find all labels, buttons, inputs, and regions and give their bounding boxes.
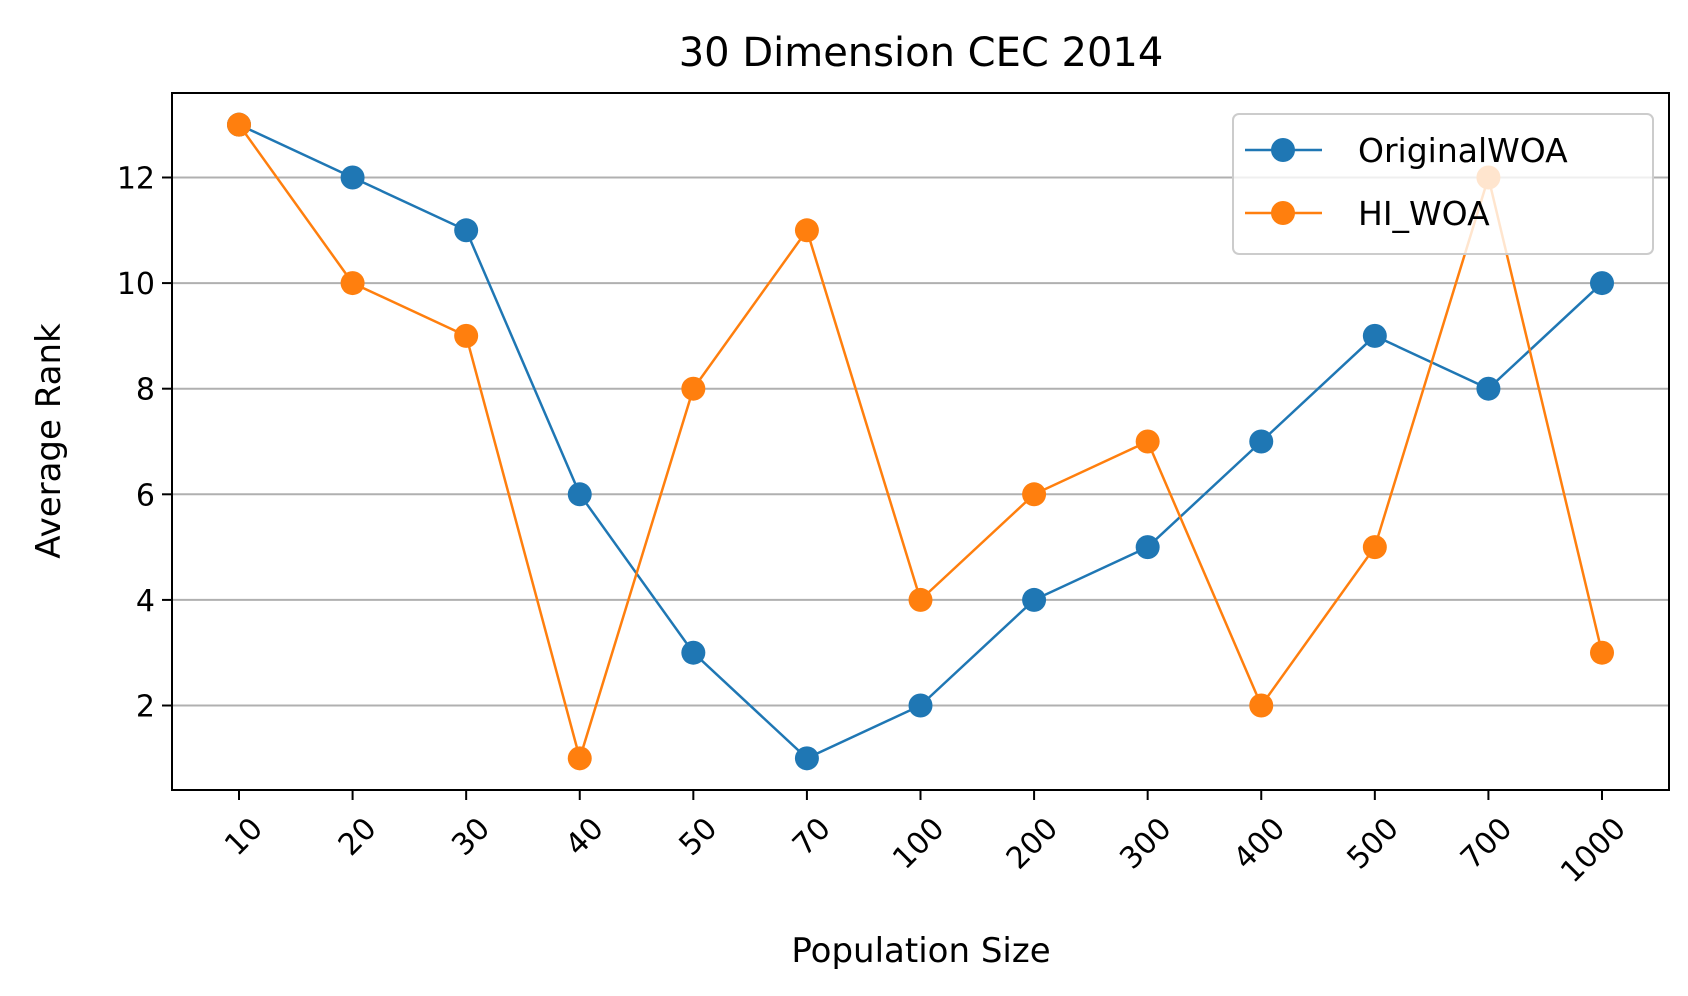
- x-tick-label: 400: [1227, 811, 1292, 876]
- data-point: [567, 482, 592, 507]
- data-point: [908, 693, 933, 718]
- x-tick-label: 50: [673, 811, 725, 863]
- series-layer: [227, 112, 1614, 771]
- data-point: [1362, 323, 1387, 348]
- x-tick-label: 40: [559, 811, 611, 863]
- data-point: [1590, 640, 1614, 665]
- data-point: [794, 746, 819, 771]
- legend: OriginalWOA HI_WOA: [1232, 113, 1654, 255]
- data-point: [227, 112, 251, 137]
- data-point: [1135, 429, 1160, 454]
- data-point: [681, 640, 706, 665]
- x-tick-label: 300: [1113, 811, 1178, 876]
- data-point: [794, 218, 819, 243]
- y-tick-label: 8: [136, 373, 155, 408]
- y-tick-label: 10: [117, 267, 155, 302]
- data-point: [908, 587, 933, 612]
- x-axis: 10 20 30 40 50 70 100 200 300 400 500 700 1000: [218, 790, 1633, 890]
- data-point: [1249, 693, 1274, 718]
- x-tick-label: 30: [445, 811, 497, 863]
- x-tick-label: 70: [786, 811, 838, 863]
- data-point: [1135, 535, 1160, 560]
- legend-marker: [1271, 201, 1295, 225]
- legend-box: [1232, 113, 1654, 255]
- grid-layer: [172, 176, 1669, 707]
- x-axis-label: Population Size: [791, 931, 1050, 971]
- y-axis: 2 4 6 8 10 12: [117, 161, 172, 725]
- legend-label: HI_WOA: [1358, 194, 1490, 233]
- x-tick-label: 100: [886, 811, 951, 876]
- chart-title: 30 Dimension CEC 2014: [679, 30, 1164, 76]
- data-point: [1022, 587, 1047, 612]
- data-point: [340, 271, 365, 296]
- y-tick-label: 6: [136, 478, 155, 513]
- series-OriginalWOA: [227, 112, 1614, 771]
- x-tick-label: 500: [1341, 811, 1406, 876]
- series-HI_WOA: [227, 112, 1614, 771]
- legend-label: OriginalWOA: [1358, 131, 1568, 170]
- data-point: [340, 165, 365, 190]
- y-tick-label: 12: [117, 161, 155, 196]
- legend-items: OriginalWOA HI_WOA: [1245, 131, 1568, 233]
- data-point: [1476, 376, 1501, 401]
- data-point: [1022, 482, 1047, 507]
- data-point: [681, 376, 706, 401]
- x-tick-label: 700: [1454, 811, 1519, 876]
- x-tick-label: 200: [1000, 811, 1065, 876]
- y-tick-label: 2: [136, 690, 155, 725]
- x-tick-label: 10: [218, 811, 270, 863]
- y-axis-label: Average Rank: [29, 323, 69, 559]
- y-tick-label: 4: [136, 584, 155, 619]
- x-tick-label: 1000: [1554, 811, 1633, 890]
- data-point: [567, 746, 592, 771]
- data-point: [454, 323, 479, 348]
- data-point: [1590, 271, 1614, 296]
- legend-marker: [1271, 138, 1295, 162]
- data-point: [1362, 535, 1387, 560]
- x-tick-label: 20: [332, 811, 384, 863]
- data-point: [1249, 429, 1274, 454]
- data-point: [454, 218, 479, 243]
